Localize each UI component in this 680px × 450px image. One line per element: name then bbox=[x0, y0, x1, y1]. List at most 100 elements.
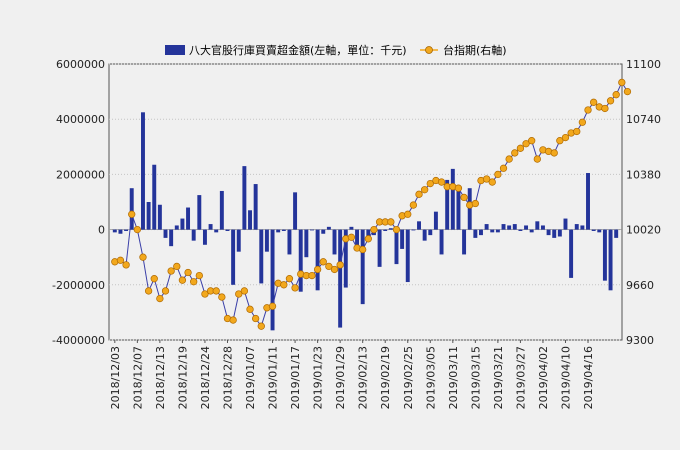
index-point bbox=[122, 261, 130, 269]
x-tick-label: 2019/02/13 bbox=[357, 346, 370, 409]
bar bbox=[552, 229, 557, 238]
right-axis-tick-label: 10020 bbox=[626, 224, 661, 237]
bar bbox=[501, 224, 506, 230]
bar bbox=[349, 226, 354, 230]
bar bbox=[439, 229, 444, 255]
bar bbox=[281, 229, 286, 231]
bar bbox=[214, 229, 219, 233]
index-point bbox=[173, 262, 181, 271]
index-point bbox=[578, 118, 587, 126]
bar bbox=[248, 210, 252, 230]
bar bbox=[484, 224, 489, 230]
bar bbox=[377, 229, 382, 267]
bar bbox=[433, 211, 438, 230]
bar bbox=[529, 229, 534, 233]
bar bbox=[540, 225, 545, 230]
index-point bbox=[494, 170, 502, 179]
index-point bbox=[499, 164, 508, 172]
bar bbox=[557, 229, 562, 237]
index-point bbox=[370, 225, 378, 234]
index-point bbox=[511, 149, 519, 157]
bar bbox=[366, 229, 371, 241]
bar bbox=[169, 229, 174, 247]
right-axis-tick-label: 9300 bbox=[626, 334, 654, 347]
bar bbox=[400, 229, 405, 249]
index-point bbox=[392, 225, 401, 234]
index-point bbox=[364, 235, 372, 243]
bar bbox=[569, 229, 574, 278]
index-point bbox=[190, 278, 198, 286]
x-tick-label: 2018/12/03 bbox=[109, 346, 122, 409]
bar bbox=[191, 229, 196, 241]
index-point bbox=[404, 210, 412, 218]
bar bbox=[591, 229, 596, 231]
bar bbox=[343, 229, 348, 288]
index-point bbox=[280, 281, 288, 289]
index-point bbox=[606, 97, 615, 105]
index-point bbox=[139, 253, 147, 261]
bar bbox=[180, 218, 185, 230]
index-point bbox=[359, 245, 367, 254]
x-tick-label: 2019/03/05 bbox=[424, 346, 437, 409]
index-point bbox=[319, 258, 327, 266]
left-axis-tick-label: 6000000 bbox=[56, 58, 105, 71]
index-point bbox=[251, 314, 260, 323]
right-axis-tick-label: 11100 bbox=[626, 58, 661, 71]
x-tick-label: 2018/12/19 bbox=[176, 346, 189, 409]
index-point bbox=[218, 293, 226, 301]
index-point bbox=[246, 305, 254, 313]
index-point bbox=[116, 256, 125, 264]
left-axis-tick-label: -4000000 bbox=[52, 334, 105, 347]
bar bbox=[394, 229, 399, 265]
index-point bbox=[325, 262, 333, 271]
bar bbox=[186, 207, 191, 230]
bar bbox=[574, 224, 579, 230]
index-point bbox=[336, 261, 344, 269]
bar bbox=[304, 229, 309, 258]
bar bbox=[338, 229, 343, 328]
legend-swatch-marker bbox=[425, 46, 433, 54]
bar bbox=[141, 112, 145, 230]
index-point bbox=[235, 290, 243, 298]
index-point bbox=[421, 186, 429, 194]
index-point bbox=[178, 276, 187, 284]
index-point bbox=[257, 322, 265, 330]
bar bbox=[462, 229, 467, 255]
bar bbox=[202, 229, 207, 245]
bar bbox=[163, 229, 168, 238]
index-point bbox=[167, 267, 175, 275]
bar bbox=[580, 225, 585, 230]
bar bbox=[450, 168, 455, 230]
bar bbox=[411, 229, 416, 231]
bar bbox=[152, 164, 157, 230]
bar bbox=[129, 188, 134, 230]
x-tick-label: 2019/03/27 bbox=[514, 346, 527, 409]
bar bbox=[124, 229, 129, 231]
x-tick-label: 2019/02/19 bbox=[379, 346, 392, 409]
index-point bbox=[488, 178, 496, 186]
bar bbox=[236, 229, 241, 252]
index-point bbox=[601, 104, 609, 113]
x-tick-label: 2019/03/11 bbox=[447, 346, 460, 409]
bar bbox=[405, 229, 410, 283]
index-point bbox=[308, 271, 316, 280]
index-point bbox=[612, 91, 620, 99]
bar bbox=[270, 229, 275, 331]
index-point bbox=[128, 210, 136, 218]
bar bbox=[315, 229, 320, 291]
index-point bbox=[161, 287, 170, 295]
index-point bbox=[313, 265, 322, 274]
index-point bbox=[212, 287, 220, 295]
index-point bbox=[330, 265, 339, 274]
bar bbox=[512, 224, 517, 230]
bar bbox=[276, 229, 281, 233]
bar bbox=[524, 225, 529, 230]
index-point bbox=[471, 199, 480, 208]
bar bbox=[321, 229, 326, 234]
bar bbox=[360, 229, 365, 305]
bar bbox=[225, 229, 230, 231]
bar bbox=[326, 226, 331, 230]
bar bbox=[479, 229, 483, 236]
bar bbox=[467, 188, 472, 230]
bar bbox=[563, 218, 568, 230]
